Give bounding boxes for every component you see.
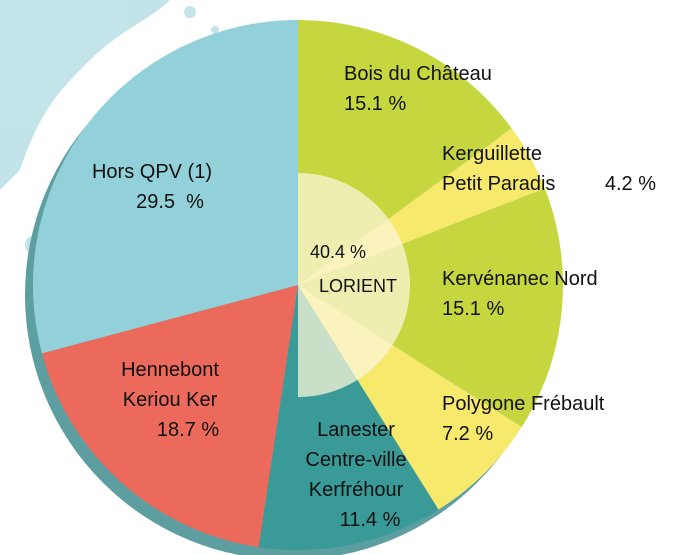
chart: 40.4 % LORIENT Bois du Château 15.1 % Kerg…	[0, 0, 690, 555]
center-value: 40.4 %	[310, 242, 366, 262]
value-label: 18.7 %	[157, 419, 219, 441]
slice-label: Keriou Ker	[123, 389, 218, 411]
slice-label: Polygone Frébault	[442, 393, 605, 415]
slice-label: Kervénanec Nord	[442, 268, 598, 290]
slice-label: Kerfréhour	[309, 479, 404, 501]
value-label: 7.2 %	[442, 423, 493, 445]
slice-label: Centre-ville	[305, 449, 406, 471]
value-label: 15.1 %	[344, 93, 406, 115]
value-label: 11.4 %	[340, 509, 401, 531]
value-label: 15.1 %	[442, 298, 504, 320]
value-label: 4.2 %	[605, 173, 656, 195]
slice-label: Kerguillette	[442, 143, 542, 165]
slice-label: Lanester	[317, 419, 395, 441]
value-label: 29.5 %	[136, 191, 204, 213]
slice-label: Hennebont	[121, 359, 219, 381]
slice-label: Petit Paradis	[442, 173, 555, 195]
slice-label: Bois du Château	[344, 63, 492, 85]
slice-label: Hors QPV (1)	[92, 161, 212, 183]
center-label: LORIENT	[319, 276, 397, 296]
